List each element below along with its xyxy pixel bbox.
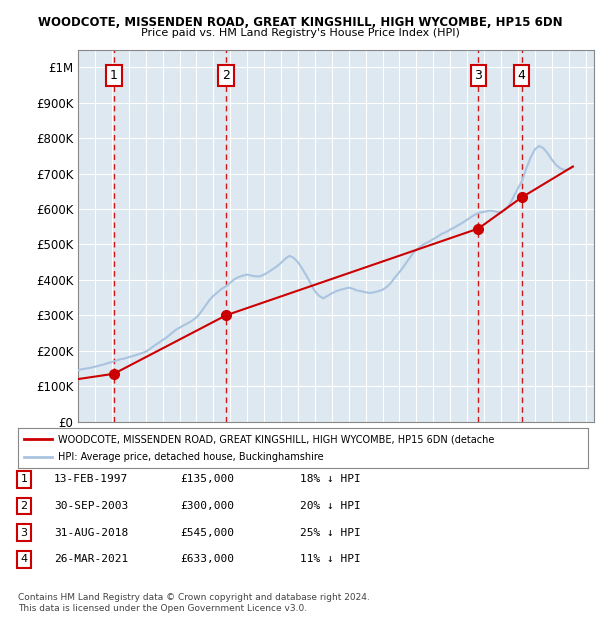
Text: 2: 2 [222, 69, 230, 82]
Text: 26-MAR-2021: 26-MAR-2021 [54, 554, 128, 564]
Text: £300,000: £300,000 [180, 501, 234, 511]
Text: HPI: Average price, detached house, Buckinghamshire: HPI: Average price, detached house, Buck… [58, 452, 323, 462]
Text: 1: 1 [110, 69, 118, 82]
Text: 3: 3 [20, 528, 28, 538]
Text: £633,000: £633,000 [180, 554, 234, 564]
Text: 18% ↓ HPI: 18% ↓ HPI [300, 474, 361, 484]
Text: 30-SEP-2003: 30-SEP-2003 [54, 501, 128, 511]
Text: 4: 4 [20, 554, 28, 564]
Text: 11% ↓ HPI: 11% ↓ HPI [300, 554, 361, 564]
Text: £135,000: £135,000 [180, 474, 234, 484]
Text: 13-FEB-1997: 13-FEB-1997 [54, 474, 128, 484]
Text: 25% ↓ HPI: 25% ↓ HPI [300, 528, 361, 538]
Text: 31-AUG-2018: 31-AUG-2018 [54, 528, 128, 538]
Text: WOODCOTE, MISSENDEN ROAD, GREAT KINGSHILL, HIGH WYCOMBE, HP15 6DN: WOODCOTE, MISSENDEN ROAD, GREAT KINGSHIL… [38, 16, 562, 29]
Text: Price paid vs. HM Land Registry's House Price Index (HPI): Price paid vs. HM Land Registry's House … [140, 28, 460, 38]
Text: 4: 4 [518, 69, 526, 82]
Text: 3: 3 [475, 69, 482, 82]
Text: £545,000: £545,000 [180, 528, 234, 538]
Text: Contains HM Land Registry data © Crown copyright and database right 2024.
This d: Contains HM Land Registry data © Crown c… [18, 593, 370, 613]
Text: 1: 1 [20, 474, 28, 484]
Text: 2: 2 [20, 501, 28, 511]
Text: 20% ↓ HPI: 20% ↓ HPI [300, 501, 361, 511]
Text: WOODCOTE, MISSENDEN ROAD, GREAT KINGSHILL, HIGH WYCOMBE, HP15 6DN (detache: WOODCOTE, MISSENDEN ROAD, GREAT KINGSHIL… [58, 434, 494, 444]
